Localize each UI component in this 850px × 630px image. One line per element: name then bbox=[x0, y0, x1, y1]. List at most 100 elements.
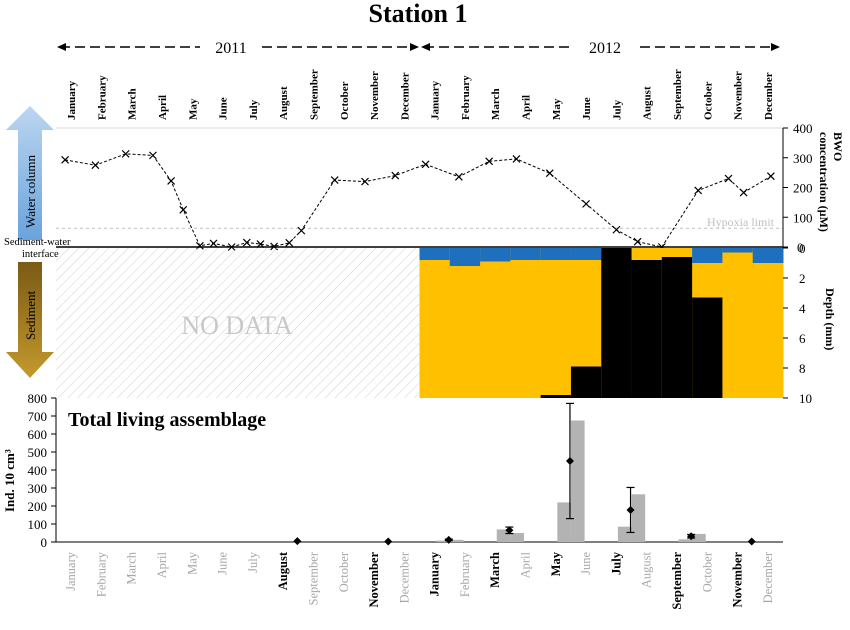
bwo-point bbox=[121, 149, 130, 158]
sediment-suboxic-january bbox=[419, 248, 451, 398]
assemblage-bar bbox=[617, 526, 632, 542]
sediment-oxic-january bbox=[419, 248, 451, 260]
mean-marker bbox=[565, 457, 574, 465]
top-month-label: September bbox=[672, 69, 684, 120]
top-month-label: April bbox=[521, 95, 533, 120]
assemblage-bars bbox=[436, 420, 706, 542]
sediment-suboxic-november bbox=[722, 248, 754, 398]
year-2011: 2011 bbox=[215, 40, 246, 57]
top-month-labels: January February March April May June July Augu… bbox=[66, 69, 775, 120]
bottom-month-label: April bbox=[519, 551, 533, 578]
bwo-point bbox=[454, 172, 463, 181]
bwo-point bbox=[179, 205, 188, 214]
sediment-oxic-may bbox=[540, 248, 572, 260]
bwo-tick-label: 100 bbox=[793, 210, 813, 225]
assemblage-bar bbox=[557, 502, 571, 542]
top-month-label: February bbox=[460, 75, 472, 120]
top-month-label: March bbox=[490, 88, 502, 120]
sediment-anoxic-september bbox=[661, 257, 693, 398]
assemblage-bar bbox=[692, 533, 706, 542]
bwo-point bbox=[361, 177, 369, 186]
sediment-suboxic-may bbox=[540, 248, 572, 398]
bwo-point bbox=[330, 176, 339, 184]
bwo-point bbox=[285, 238, 294, 247]
bottom-month-label: April bbox=[155, 551, 169, 578]
year-2012: 2012 bbox=[589, 40, 621, 57]
sediment-anoxic-may bbox=[540, 395, 572, 398]
sediment-anoxic-october bbox=[692, 297, 723, 398]
assemblage-panel: Total living assemblage 0 100 200 300 400 500… bbox=[2, 391, 783, 550]
depth-tick-label: 2 bbox=[799, 271, 806, 286]
bwo-point bbox=[421, 160, 430, 169]
bottom-month-label: October bbox=[700, 551, 714, 592]
bottom-month-label: May bbox=[185, 551, 199, 575]
bwo-line bbox=[65, 153, 772, 248]
top-month-label: January bbox=[66, 80, 78, 120]
depth-axis-label: Depth (mm) bbox=[823, 288, 837, 350]
top-month-label: February bbox=[96, 75, 108, 120]
bwo-point bbox=[724, 174, 733, 183]
depth-tick-label: 10 bbox=[799, 391, 812, 406]
bwo-tick-label: 400 bbox=[793, 121, 813, 136]
bwo-point bbox=[694, 186, 703, 195]
bottom-month-label: November bbox=[367, 552, 381, 608]
bottom-month-label: November bbox=[731, 552, 745, 608]
assemblage-means bbox=[293, 402, 756, 546]
bottom-month-label: December bbox=[761, 551, 775, 603]
top-month-label: November bbox=[733, 71, 745, 120]
sediment-oxic-december bbox=[752, 248, 784, 263]
top-month-label: June bbox=[218, 97, 230, 120]
assemblage-tick-label: 600 bbox=[28, 427, 48, 442]
depth-axis-ticks: 0 2 4 6 8 10 bbox=[783, 241, 812, 406]
mean-marker bbox=[384, 537, 393, 546]
bwo-point bbox=[149, 151, 157, 160]
bottom-month-label: September bbox=[670, 552, 684, 610]
assemblage-bar bbox=[436, 540, 450, 542]
mean-marker bbox=[626, 505, 635, 514]
top-month-label: June bbox=[581, 97, 593, 120]
bwo-axis-label-1: BWO bbox=[831, 132, 845, 161]
mean-marker bbox=[747, 537, 756, 546]
top-month-label: November bbox=[369, 71, 381, 120]
sediment-columns bbox=[419, 248, 784, 398]
assemblage-bar bbox=[510, 533, 525, 542]
interface-label-1: Sediment-water bbox=[4, 237, 71, 248]
top-month-label: August bbox=[278, 86, 290, 120]
assemblage-tick-label: 100 bbox=[28, 517, 48, 532]
bwo-axis-label-2: concentration (µM) bbox=[817, 132, 831, 232]
bottom-month-label: January bbox=[64, 551, 78, 591]
bwo-point bbox=[167, 177, 176, 185]
depth-tick-label: 6 bbox=[799, 331, 806, 346]
sediment-suboxic-february bbox=[449, 248, 481, 398]
top-month-label: September bbox=[308, 69, 320, 120]
sediment-oxic-february bbox=[449, 248, 481, 266]
top-month-label: August bbox=[642, 86, 654, 120]
bwo-point bbox=[91, 161, 100, 170]
hypoxia-label: Hypoxia limit bbox=[707, 215, 775, 229]
assemblage-tick-label: 300 bbox=[28, 481, 48, 496]
assemblage-bar bbox=[449, 539, 464, 542]
bwo-point bbox=[612, 225, 621, 234]
bwo-point bbox=[256, 240, 265, 248]
bottom-month-label: June bbox=[216, 552, 230, 575]
sediment-anoxic-june bbox=[570, 366, 602, 398]
bwo-point bbox=[391, 171, 400, 180]
assemblage-title: Total living assemblage bbox=[68, 409, 266, 431]
bottom-month-label: October bbox=[337, 551, 351, 592]
bottom-month-label: March bbox=[125, 551, 139, 584]
interface-label-2: interface bbox=[22, 249, 59, 260]
sediment-label: Sediment bbox=[23, 291, 38, 340]
assemblage-tick-label: 0 bbox=[41, 535, 48, 550]
bottom-month-label: March bbox=[488, 552, 502, 588]
mean-marker bbox=[687, 532, 696, 541]
bwo-tick-label: 300 bbox=[793, 151, 813, 166]
sediment-oxic-march bbox=[480, 248, 511, 262]
bwo-tick-label: 0 bbox=[797, 240, 804, 255]
sediment-anoxic-july bbox=[601, 248, 633, 398]
assemblage-axis-label: Ind. 10 cm³ bbox=[2, 449, 17, 512]
bwo-panel: Hypoxia limit 100 200 300 400 0 BWO concentr… bbox=[56, 121, 845, 398]
sediment-arrow bbox=[6, 262, 54, 378]
bwo-point bbox=[485, 157, 494, 166]
bwo-axis-ticks: 100 200 300 400 0 bbox=[783, 121, 813, 255]
top-month-label: January bbox=[430, 80, 442, 120]
